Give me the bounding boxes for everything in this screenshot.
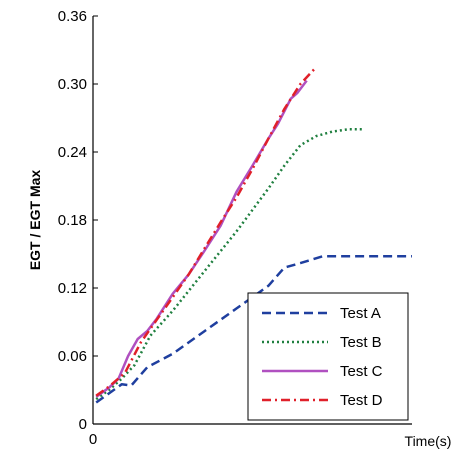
y-tick-label: 0 — [79, 416, 87, 433]
legend: Test A Test B Test C Test D — [247, 292, 409, 421]
legend-label: Test A — [340, 305, 381, 322]
series-line-3 — [95, 79, 308, 398]
y-tick-label: 0.12 — [58, 280, 87, 297]
y-tick-label: 0.06 — [58, 348, 87, 365]
series-line-4 — [95, 66, 318, 397]
series-line-2 — [95, 128, 365, 401]
y-tick-label: 0.18 — [58, 212, 87, 229]
y-tick-label: 0.30 — [58, 76, 87, 93]
y-tick-label: 0.24 — [58, 144, 87, 161]
series-line-1 — [95, 255, 412, 404]
legend-label: Test D — [340, 392, 383, 409]
x-tick-label: 0 — [89, 431, 97, 448]
legend-label: Test B — [340, 334, 382, 351]
legend-label: Test C — [340, 363, 383, 380]
y-tick-label: 0.36 — [58, 8, 87, 25]
series-lines — [95, 66, 412, 404]
x-axis-label: Time(s) — [405, 433, 452, 449]
x-ticks: 0 — [89, 431, 97, 448]
y-axis-label: EGT / EGT Max — [27, 170, 43, 271]
y-ticks: 0 0.06 0.12 0.18 0.24 0.30 0.36 — [58, 8, 98, 433]
